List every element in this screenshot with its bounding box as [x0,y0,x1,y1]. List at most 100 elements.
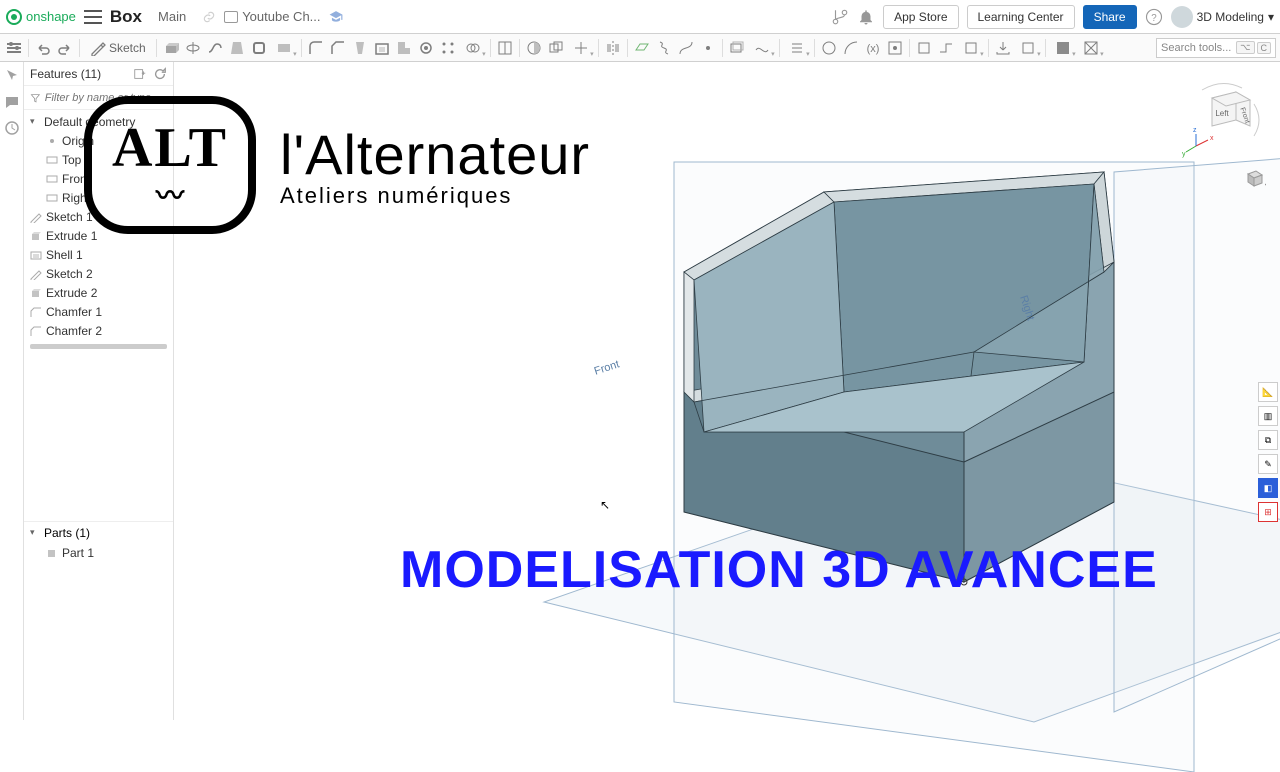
brand-line-2: Ateliers numériques [280,183,590,209]
rib-icon[interactable] [394,38,414,58]
custom-dropdown-icon[interactable] [1078,38,1104,58]
folder-icon [224,11,238,23]
flange-icon[interactable] [936,38,956,58]
tree-chamfer-1[interactable]: Chamfer 1 [24,302,173,321]
svg-text:(x): (x) [866,43,879,55]
brand-logo[interactable]: onshape [6,9,76,25]
tree-chamfer-2[interactable]: Chamfer 2 [24,321,173,340]
user-name: 3D Modeling [1197,10,1264,24]
arc-icon[interactable] [841,38,861,58]
view-cube[interactable]: Left Front x z y [1182,80,1262,160]
hole-icon[interactable] [416,38,436,58]
app-store-button[interactable]: App Store [883,5,958,29]
refresh-icon[interactable] [153,67,167,81]
svg-text:y: y [1182,151,1186,158]
rt-note-icon[interactable]: ✎ [1258,454,1278,474]
sheet-dropdown-icon[interactable] [958,38,984,58]
share-button[interactable]: Share [1083,5,1137,29]
features-title: Features (11) [30,67,101,81]
derived-dropdown-icon[interactable] [1015,38,1041,58]
tree-shell-1[interactable]: Shell 1 [24,245,173,264]
tree-extrude-2[interactable]: Extrude 2 [24,283,173,302]
app-header: onshape Box Main Youtube Ch... App Store… [0,0,1280,34]
list-dropdown-icon[interactable] [784,38,810,58]
transform-dropdown-icon[interactable] [568,38,594,58]
sketch-label: Sketch [109,41,146,55]
parts-header[interactable]: ▾Parts (1) [24,521,173,543]
rollback-bar[interactable] [30,344,167,349]
feature-dropdown-icon[interactable] [271,38,297,58]
thicken-icon[interactable] [249,38,269,58]
helix-icon[interactable] [654,38,674,58]
tool-config-icon[interactable] [4,38,24,58]
boolean-icon[interactable] [546,38,566,58]
display-style-icon[interactable]: ▾ [1242,166,1266,190]
sweep-icon[interactable] [205,38,225,58]
sheet-icon[interactable] [914,38,934,58]
right-toolbar: 📐 ▥ ⧉ ✎ ◧ ⊞ [1258,382,1280,522]
tree-sketch-2[interactable]: Sketch 2 [24,264,173,283]
select-icon[interactable] [4,68,20,84]
loft-icon[interactable] [227,38,247,58]
rt-mass-icon[interactable]: ⧉ [1258,430,1278,450]
menu-icon[interactable] [84,10,102,24]
feature-toolbar: Sketch (x) Search tools... ⌥C [0,34,1280,62]
help-icon[interactable]: ? [1145,8,1163,26]
add-feature-icon[interactable] [133,67,147,81]
branch-icon[interactable] [831,8,849,26]
undo-icon[interactable] [33,38,53,58]
draft-icon[interactable] [350,38,370,58]
plane-icon[interactable] [632,38,652,58]
offset-surf-icon[interactable] [727,38,747,58]
sketch-button[interactable]: Sketch [84,38,152,58]
comment-icon[interactable] [4,94,20,110]
cursor-icon: ↖ [600,498,610,512]
document-name[interactable]: Box [110,7,142,27]
learning-center-button[interactable]: Learning Center [967,5,1075,29]
tab-folder[interactable]: Youtube Ch... [224,9,320,24]
curve-icon[interactable] [676,38,696,58]
brand-text: onshape [26,9,76,24]
wave-icon: 〰 [156,174,184,214]
pattern-icon[interactable] [438,38,458,58]
circle-icon[interactable] [819,38,839,58]
rt-red-icon[interactable]: ⊞ [1258,502,1278,522]
point-icon[interactable] [698,38,718,58]
user-menu[interactable]: 3D Modeling ▾ [1171,6,1274,28]
extrude-icon[interactable] [161,38,181,58]
folder-tab-label: Youtube Ch... [242,9,320,24]
notifications-icon[interactable] [857,8,875,26]
filter-icon[interactable] [30,92,41,104]
history-icon[interactable] [4,120,20,136]
boolean-dropdown-icon[interactable] [460,38,486,58]
left-rail [0,62,24,720]
link-icon[interactable] [202,10,216,24]
fillet-icon[interactable] [306,38,326,58]
redo-icon[interactable] [55,38,75,58]
section-icon[interactable] [524,38,544,58]
revolve-icon[interactable] [183,38,203,58]
svg-text:z: z [1193,127,1197,134]
alt-badge: ALT 〰 [84,96,256,234]
chamfer-icon[interactable] [328,38,348,58]
rt-blue-icon[interactable]: ◧ [1258,478,1278,498]
overlay-headline: MODELISATION 3D AVANCEE [400,540,1158,600]
rt-measure-icon[interactable]: 📐 [1258,382,1278,402]
mirror-icon[interactable] [603,38,623,58]
search-placeholder: Search tools... [1161,42,1231,54]
svg-text:x: x [1210,135,1214,142]
split-icon[interactable] [495,38,515,58]
rt-section-icon[interactable]: ▥ [1258,406,1278,426]
svg-text:▾: ▾ [1265,181,1266,190]
surface-dropdown-icon[interactable] [749,38,775,58]
education-icon[interactable] [329,10,343,24]
render-dropdown-icon[interactable] [1050,38,1076,58]
part-1[interactable]: Part 1 [24,543,173,562]
tab-main[interactable]: Main [150,9,194,24]
chevron-down-icon: ▾ [1268,10,1274,24]
search-tools-input[interactable]: Search tools... ⌥C [1156,38,1276,58]
variable-icon[interactable]: (x) [863,38,883,58]
import-icon[interactable] [993,38,1013,58]
frame-icon[interactable] [885,38,905,58]
shell-icon[interactable] [372,38,392,58]
